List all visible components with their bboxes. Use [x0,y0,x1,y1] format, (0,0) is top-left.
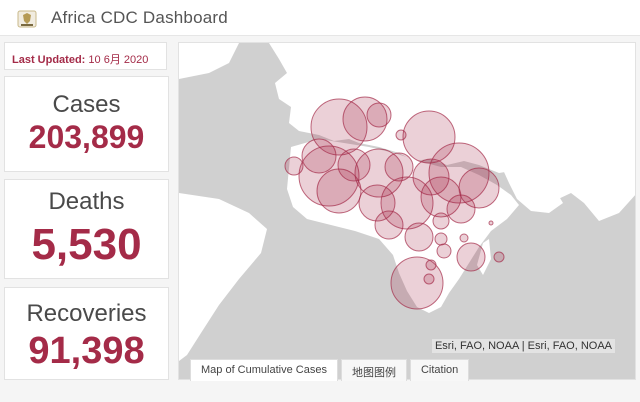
bottom-strip [0,382,640,402]
land-arctic [179,43,239,79]
case-bubbles[interactable] [284,96,505,310]
case-bubble[interactable] [436,243,452,259]
case-bubble[interactable] [342,96,388,142]
deaths-label: Deaths [48,188,125,215]
last-updated-value: 10 6月 2020 [88,54,149,66]
case-bubble[interactable] [404,222,434,252]
case-bubble[interactable] [390,256,444,310]
map-canvas[interactable] [179,43,636,380]
case-bubble[interactable] [395,129,407,141]
last-updated-panel: Last Updated: 10 6月 2020 [4,42,167,70]
app-title: Africa CDC Dashboard [51,8,228,27]
map-attribution[interactable]: Esri, FAO, NOAA | Esri, FAO, NOAA [431,339,615,353]
case-bubble[interactable] [337,148,371,182]
land-south-america [179,193,267,361]
case-bubble[interactable] [434,232,448,246]
case-bubble[interactable] [456,242,486,272]
case-bubble[interactable] [402,110,456,164]
last-updated-label: Last Updated: [12,54,86,66]
land-arabia [499,161,563,213]
case-bubble[interactable] [459,233,469,243]
case-bubble[interactable] [423,273,435,285]
cumulative-cases-map[interactable]: Esri, FAO, NOAA | Esri, FAO, NOAA [178,42,636,380]
case-bubble[interactable] [284,156,304,176]
case-bubble[interactable] [384,152,414,182]
case-bubble[interactable] [428,142,490,204]
case-bubble[interactable] [488,220,494,226]
recoveries-value: 91,398 [28,330,145,372]
tab-map-of-cumulative-cases[interactable]: Map of Cumulative Cases [190,359,338,381]
case-bubble[interactable] [420,176,462,218]
africa-cdc-logo-icon [17,10,37,28]
tab-map-legend[interactable]: 地图图例 [340,359,407,381]
case-bubble[interactable] [412,158,450,196]
case-bubble[interactable] [493,251,505,263]
case-bubble[interactable] [354,148,404,198]
recoveries-label: Recoveries [26,300,147,327]
deaths-panel: Deaths 5,530 [4,179,169,279]
case-bubble[interactable] [298,145,360,207]
case-bubble[interactable] [316,168,362,214]
cases-label: Cases [52,91,121,118]
land-madagascar [477,239,491,275]
cases-panel: Cases 203,899 [4,76,169,172]
last-updated-text: Last Updated: 10 6月 2020 [12,51,148,67]
case-bubble[interactable] [446,194,476,224]
deaths-value: 5,530 [31,220,142,269]
case-bubble[interactable] [374,210,404,240]
recoveries-panel: Recoveries 91,398 [4,287,169,380]
map-tabs: Map of Cumulative Cases 地图图例 Citation [190,359,472,381]
header-bar: Africa CDC Dashboard [0,0,640,36]
case-bubble[interactable] [366,102,392,128]
cases-value: 203,899 [28,119,145,155]
case-bubble[interactable] [358,184,396,222]
tab-citation[interactable]: Citation [409,359,470,381]
case-bubble[interactable] [301,138,337,174]
land-europe-asia [269,43,635,221]
case-bubble[interactable] [310,98,368,156]
case-bubble[interactable] [432,212,450,230]
